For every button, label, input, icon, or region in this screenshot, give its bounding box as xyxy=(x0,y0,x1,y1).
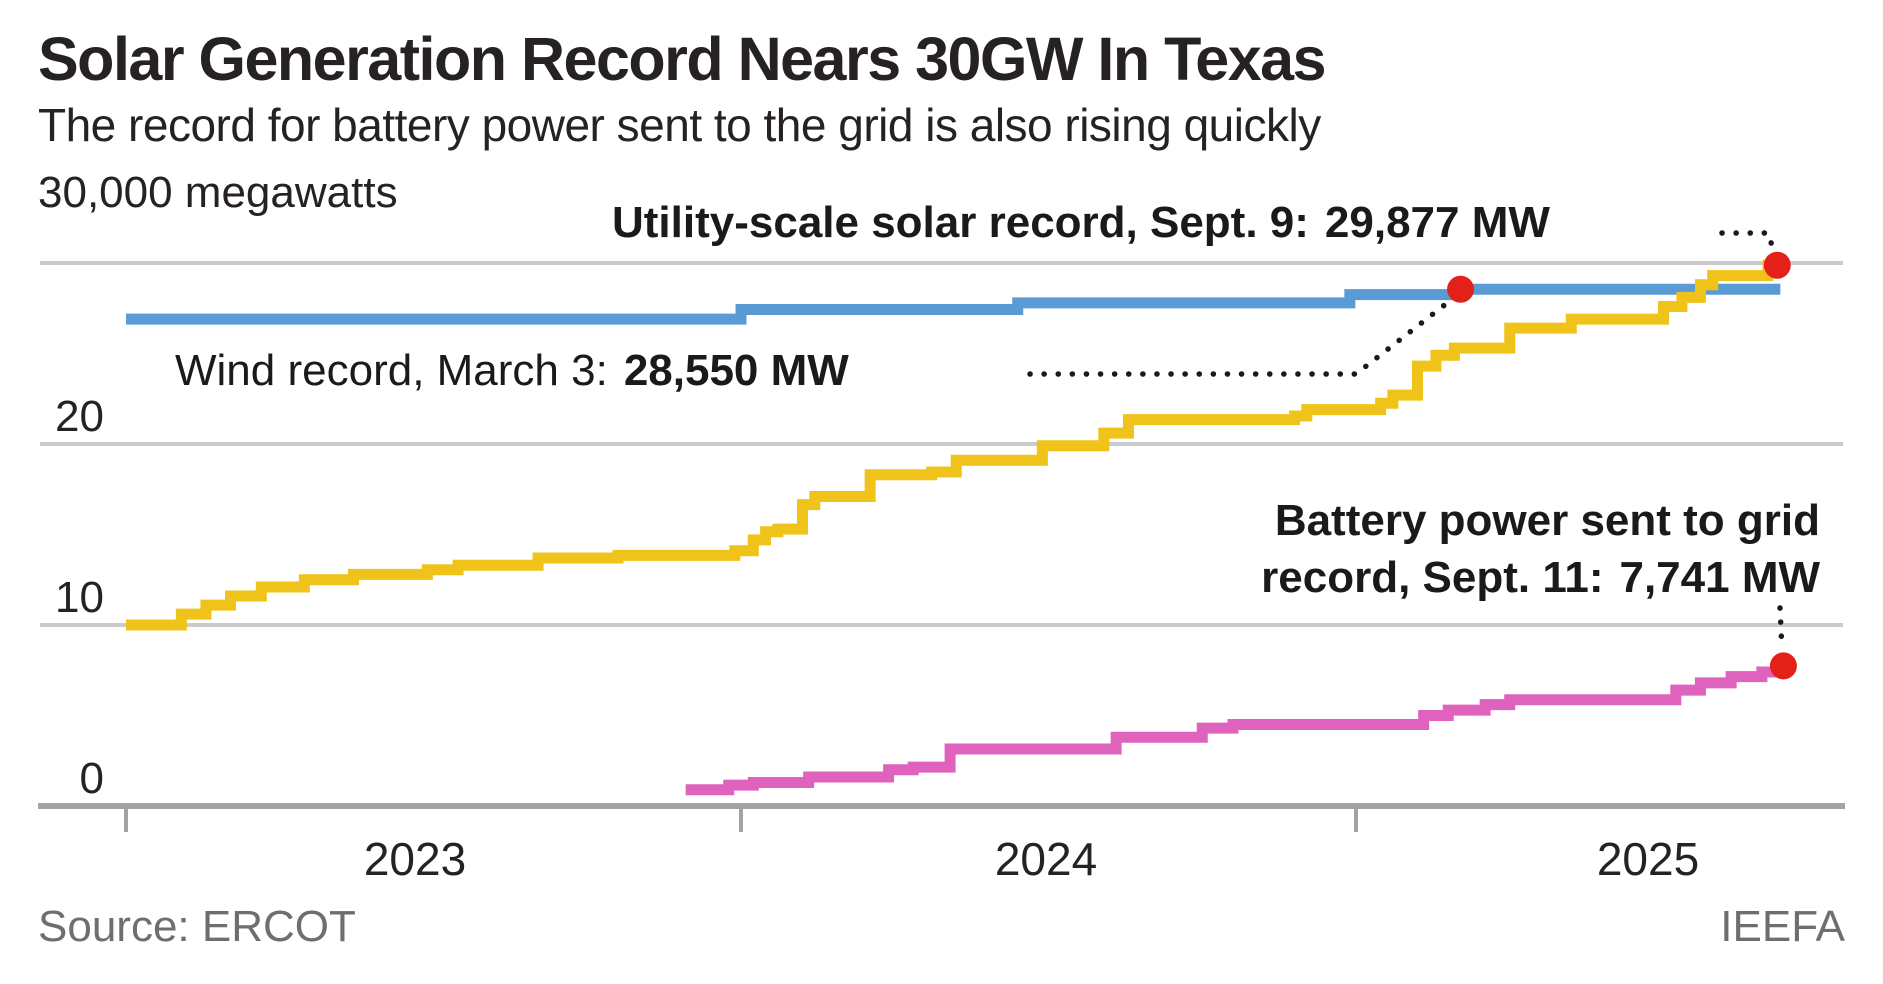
series-line-battery xyxy=(685,660,1789,796)
record-marker-battery xyxy=(1769,652,1797,680)
battery-annotation-leader xyxy=(1777,605,1785,653)
y-tick-0: 0 xyxy=(79,754,104,803)
solar-record-annotation-label: Utility-scale solar record, Sept. 9: xyxy=(612,198,1309,247)
wind-annotation-leader xyxy=(1027,297,1454,377)
x-tick-label-2023: 2023 xyxy=(363,833,467,885)
battery-record-annotation-value: 7,741 MW xyxy=(1619,553,1820,602)
record-marker-wind xyxy=(1447,275,1475,303)
x-tick-label-2024: 2024 xyxy=(994,833,1098,885)
record-marker-solar xyxy=(1763,251,1791,279)
wind-record-annotation-value: 28,550 MW xyxy=(623,346,849,395)
wind-record-annotation-label: Wind record, March 3: xyxy=(175,346,608,395)
battery-record-annotation: Battery power sent to grid record, Sept.… xyxy=(1261,492,1820,606)
chart-subtitle: The record for battery power sent to the… xyxy=(38,99,1321,151)
series-line-solar xyxy=(126,259,1781,631)
solar-record-annotation-value: 29,877 MW xyxy=(1324,198,1550,247)
x-tick-label-2025: 2025 xyxy=(1596,833,1700,885)
page-title: Solar Generation Record Nears 30GW In Te… xyxy=(38,25,1327,93)
battery-record-annotation-line1: Battery power sent to grid xyxy=(1274,496,1820,545)
solar-record-annotation: Utility-scale solar record, Sept. 9: 29,8… xyxy=(612,198,1550,248)
battery-record-annotation-label: record, Sept. 11: xyxy=(1261,553,1604,602)
solar-annotation-leader xyxy=(1719,230,1778,258)
battery-record-annotation-line2: record, Sept. 11: 7,741 MW xyxy=(1261,549,1820,606)
y-tick-20000: 20 xyxy=(55,392,104,441)
source-note: Source: ERCOT xyxy=(38,902,356,951)
y-axis-unit-label: 30,000 megawatts xyxy=(38,168,398,217)
y-tick-10000: 10 xyxy=(55,573,104,622)
series-line-wind xyxy=(126,283,1781,325)
credit-note: IEEFA xyxy=(1720,902,1845,951)
wind-record-annotation: Wind record, March 3: 28,550 MW xyxy=(175,346,849,396)
